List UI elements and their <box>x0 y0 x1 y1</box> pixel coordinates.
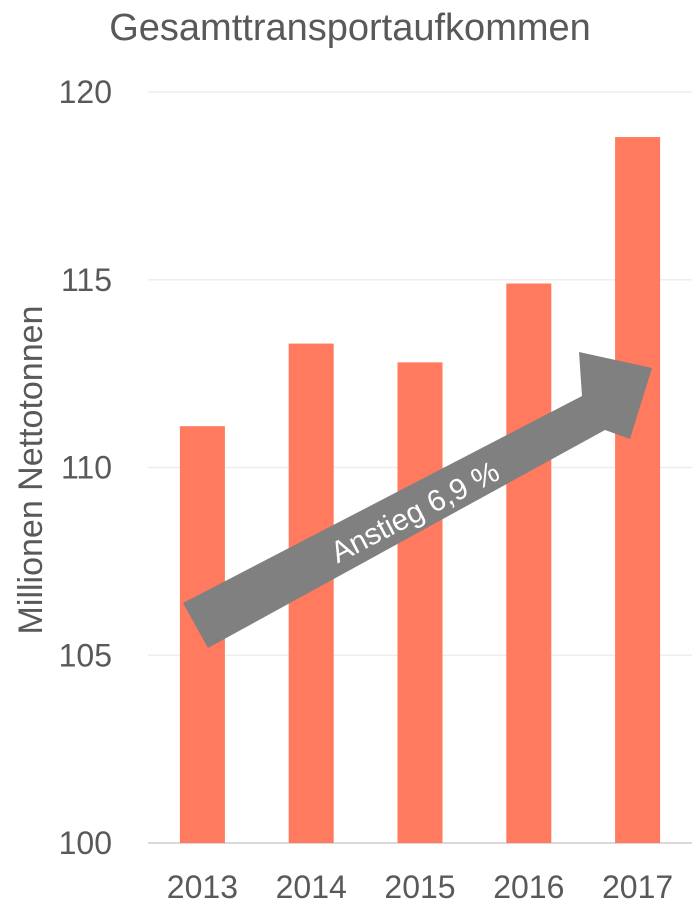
increase-arrow-icon <box>183 352 652 648</box>
x-tick-label: 2013 <box>167 869 238 905</box>
bar <box>615 137 661 843</box>
y-axis-tick-labels: 100 105 110 115 120 <box>59 74 112 861</box>
bar <box>397 362 443 843</box>
y-tick-label: 100 <box>59 825 112 861</box>
x-tick-label: 2014 <box>276 869 347 905</box>
bars <box>179 137 661 843</box>
x-tick-label: 2016 <box>493 869 564 905</box>
x-axis-tick-labels: 2013 2014 2015 2016 2017 <box>167 869 673 905</box>
y-tick-label: 120 <box>59 74 112 110</box>
y-tick-label: 105 <box>59 637 112 673</box>
bar <box>506 283 552 843</box>
y-tick-label: 115 <box>61 262 112 298</box>
y-axis-label: Millionen Nettotonnen <box>12 306 50 635</box>
x-tick-label: 2017 <box>602 869 673 905</box>
y-tick-label: 110 <box>61 450 112 486</box>
chart-title: Gesamttransportaufkommen <box>109 7 591 49</box>
x-tick-label: 2015 <box>384 869 455 905</box>
